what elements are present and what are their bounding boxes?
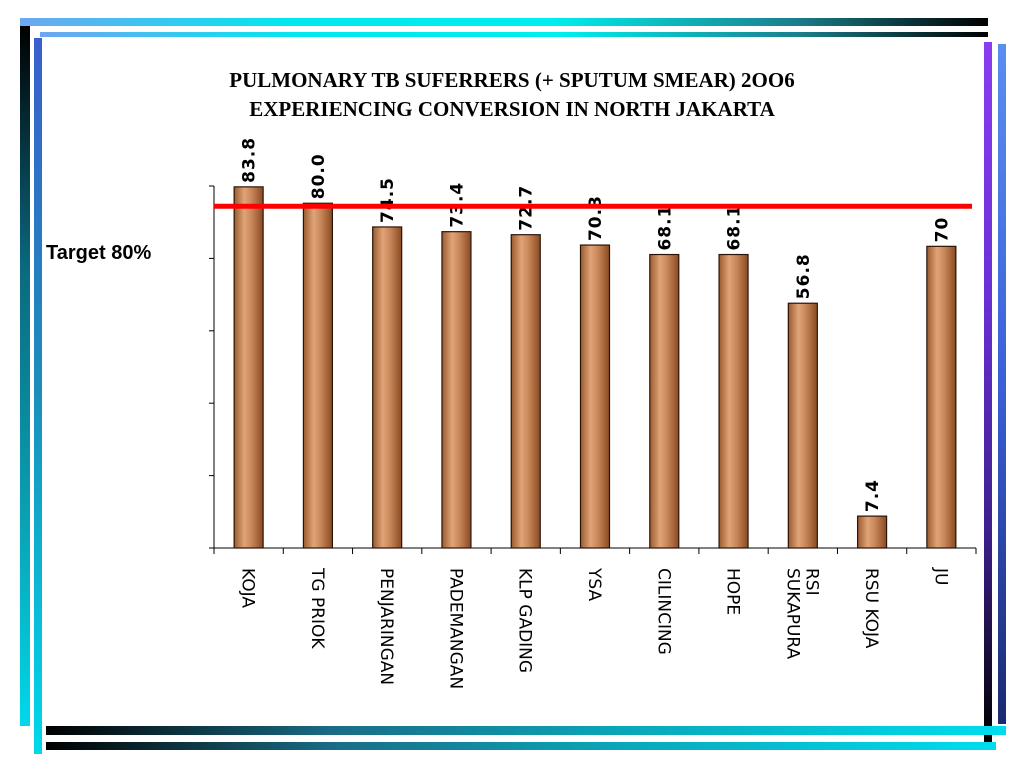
bar-value-label: 68.1 — [655, 205, 675, 251]
bar — [856, 515, 888, 549]
category-label: RSU KOJA — [861, 568, 881, 649]
chart-title: PULMONARY TB SUFERRERS (+ SPUTUM SMEAR) … — [0, 66, 1024, 124]
category-label: JU — [930, 567, 950, 585]
category-label: CILINCING — [653, 568, 673, 655]
chart-category-labels: KOJA TG PRIOK PENJARINGAN PADEMANGAN KLP GAD… — [238, 567, 951, 689]
category-label: SUKAPURA — [782, 568, 802, 660]
chart-title-line-2: EXPERIENCING CONVERSION IN NORTH JAKARTA — [249, 97, 775, 121]
frame-left-inner-bar — [34, 38, 42, 754]
category-label: TG PRIOK — [307, 567, 327, 649]
bar-value-label: 70.3 — [586, 195, 606, 241]
bar — [926, 245, 957, 549]
chart-title-line-1: PULMONARY TB SUFERRERS (+ SPUTUM SMEAR) … — [229, 68, 795, 92]
bar — [441, 231, 472, 549]
bar — [649, 253, 680, 549]
bar-value-label: 80.0 — [309, 153, 329, 199]
target-label: Target 80% — [46, 242, 152, 264]
frame-right-outer-bar — [998, 44, 1006, 724]
bar-value-label: 74.5 — [378, 177, 398, 223]
frame-top-bar — [20, 18, 988, 26]
bar — [510, 234, 541, 549]
bar — [787, 302, 818, 549]
bar-value-label: 70 — [932, 217, 952, 243]
category-label: RSI — [801, 568, 821, 596]
category-label: YSA — [584, 567, 604, 601]
bar — [302, 202, 334, 549]
bar-value-label: 56.8 — [794, 253, 814, 299]
bar — [233, 186, 264, 549]
bar-value-label: 68.1 — [725, 205, 745, 251]
category-label: HOPE — [723, 568, 743, 615]
frame-bottom-bar — [46, 726, 1006, 735]
bar-value-label: 83.8 — [240, 137, 260, 183]
bar — [579, 244, 611, 549]
chart-bars — [233, 186, 957, 549]
frame-bottom-inner-bar — [46, 742, 996, 750]
category-label: PADEMANGAN — [445, 568, 465, 689]
chart-value-labels: 83.880.074.573.472.770.368.168.156.87.47… — [240, 137, 953, 512]
bar — [718, 253, 749, 549]
category-label: KOJA — [238, 568, 258, 608]
frame-left-bar — [20, 26, 30, 726]
bar — [372, 226, 403, 549]
category-label: PENJARINGAN — [376, 568, 396, 685]
category-label: KLP GADING — [515, 568, 535, 673]
frame-right-bar — [984, 42, 992, 742]
frame-top-inner-bar — [40, 32, 988, 37]
bar-value-label: 7.4 — [863, 479, 883, 512]
